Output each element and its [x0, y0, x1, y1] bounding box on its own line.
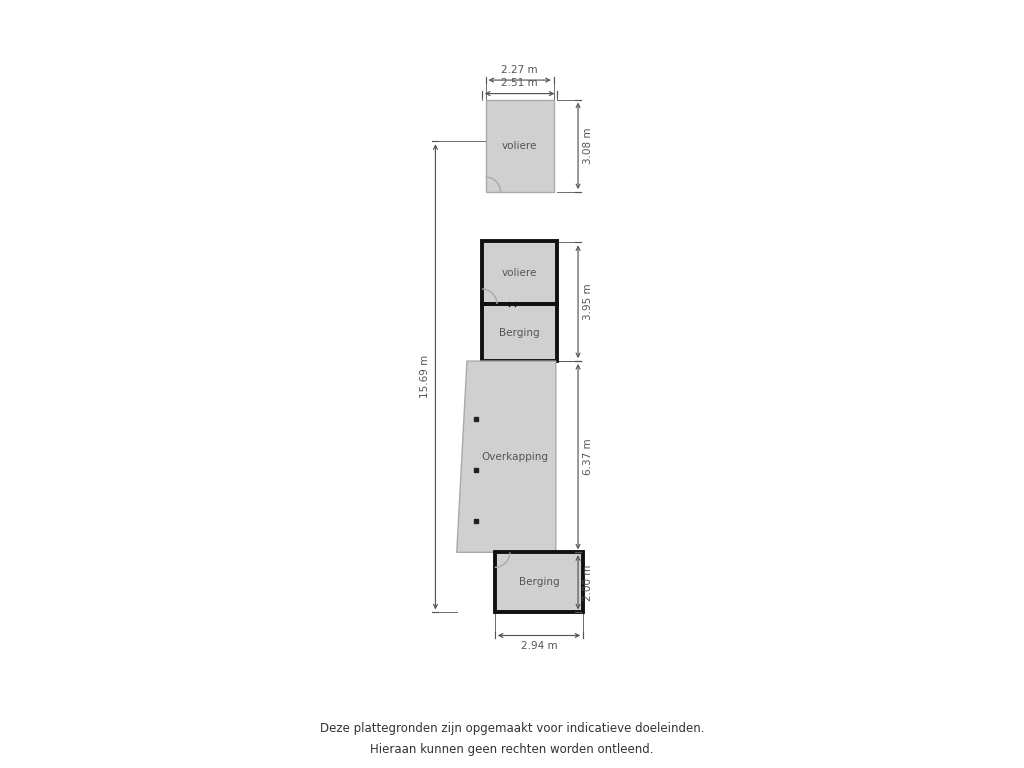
Text: Deze plattegronden zijn opgemaakt voor indicatieve doeleinden.
Hieraan kunnen ge: Deze plattegronden zijn opgemaakt voor i…	[319, 722, 705, 756]
Text: 2.00 m: 2.00 m	[584, 564, 594, 601]
Text: voliere: voliere	[502, 141, 538, 151]
Text: Overkapping: Overkapping	[481, 452, 549, 462]
Bar	[495, 552, 583, 612]
Bar	[482, 304, 557, 361]
Bar	[485, 100, 554, 192]
Polygon shape	[457, 361, 556, 552]
Text: Berging: Berging	[519, 578, 559, 588]
Text: 2.94 m: 2.94 m	[521, 641, 557, 651]
Text: 3.08 m: 3.08 m	[584, 127, 594, 164]
Text: voliere: voliere	[502, 267, 538, 277]
Text: 15.69 m: 15.69 m	[420, 356, 430, 399]
Text: Berging: Berging	[500, 328, 540, 338]
Text: 2.27 m: 2.27 m	[502, 65, 538, 74]
Text: 2.51 m: 2.51 m	[502, 78, 538, 88]
Bar	[482, 241, 557, 304]
Text: 3.95 m: 3.95 m	[584, 283, 594, 320]
Text: 6.37 m: 6.37 m	[584, 439, 594, 475]
